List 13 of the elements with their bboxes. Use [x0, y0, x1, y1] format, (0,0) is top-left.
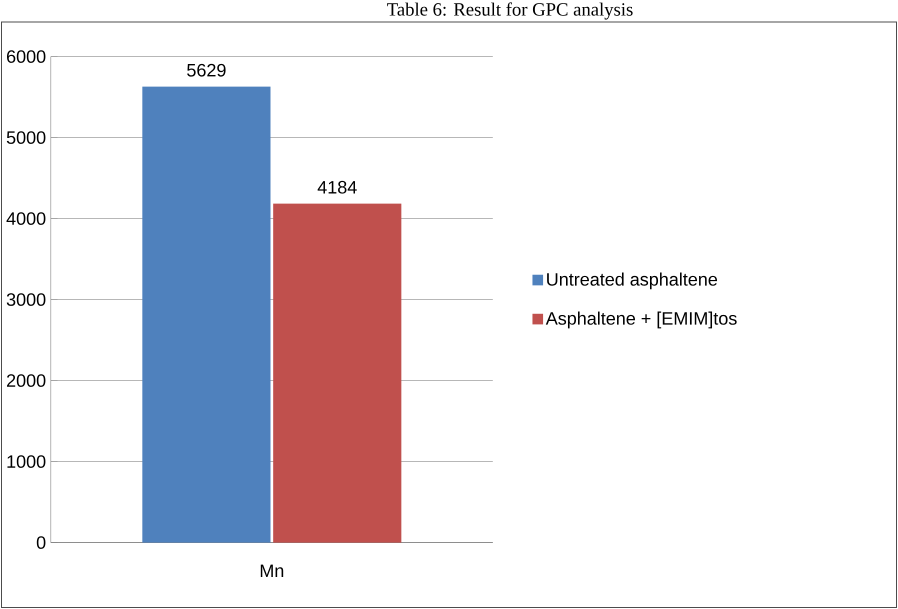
- legend-label: Untreated asphaltene: [547, 272, 718, 290]
- y-tick-label: 0: [36, 536, 46, 549]
- data-label: 5629: [187, 64, 226, 77]
- y-tick-label: 4000: [6, 212, 46, 225]
- y-tick-label: 3000: [6, 293, 46, 306]
- y-tick-label: 1000: [7, 455, 46, 468]
- x-tick-label: Mn: [260, 564, 284, 577]
- data-label: 4184: [318, 180, 357, 194]
- legend-label: Asphaltene + [EMIM]tos: [546, 312, 737, 328]
- y-tick-label: 2000: [6, 374, 46, 387]
- y-tick-label: 5000: [6, 131, 46, 144]
- chart-title: Table 6: Result for GPC analysis: [387, 2, 633, 20]
- y-tick-label: 6000: [7, 50, 46, 63]
